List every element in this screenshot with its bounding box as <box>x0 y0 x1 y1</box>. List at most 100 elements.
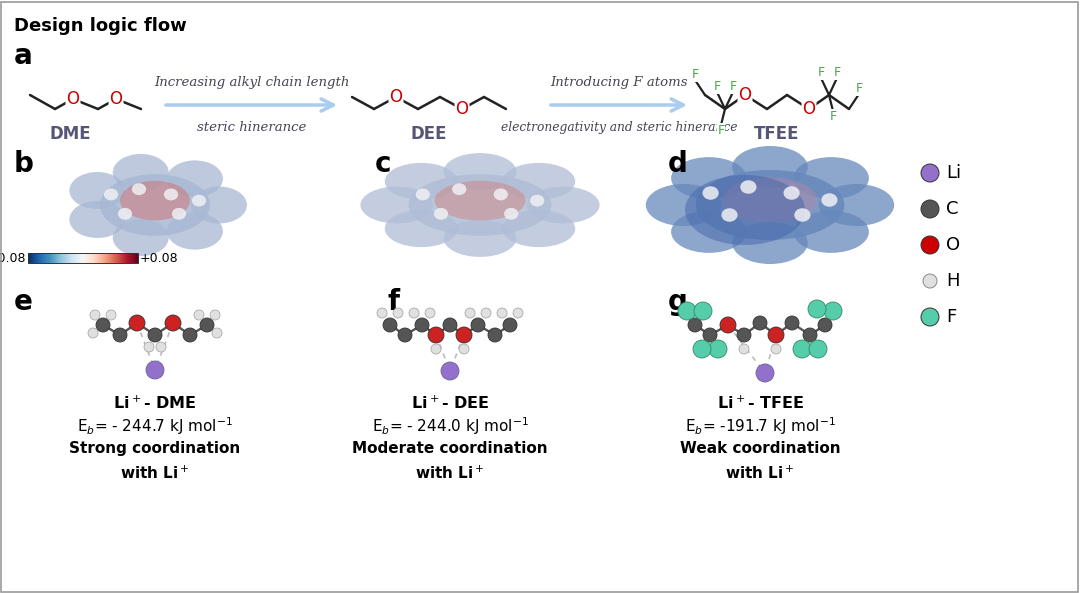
Text: steric hinerance: steric hinerance <box>197 121 307 134</box>
Circle shape <box>87 328 98 338</box>
Text: O: O <box>802 100 815 118</box>
Circle shape <box>443 318 457 332</box>
Text: DEE: DEE <box>410 125 447 143</box>
Circle shape <box>513 308 523 318</box>
Circle shape <box>156 342 166 352</box>
Circle shape <box>459 344 469 354</box>
Circle shape <box>739 344 750 354</box>
Circle shape <box>808 300 826 318</box>
Circle shape <box>793 340 811 358</box>
Ellipse shape <box>723 177 818 222</box>
Text: +0.08: +0.08 <box>140 251 178 264</box>
Ellipse shape <box>821 193 837 207</box>
Text: F: F <box>855 82 863 95</box>
Ellipse shape <box>444 220 516 257</box>
Ellipse shape <box>740 180 756 194</box>
Circle shape <box>212 328 222 338</box>
Text: E$_b$= - 244.0 kJ mol$^{-1}$: E$_b$= - 244.0 kJ mol$^{-1}$ <box>372 415 528 436</box>
Circle shape <box>923 274 937 288</box>
Text: F: F <box>818 66 824 79</box>
Ellipse shape <box>702 186 718 200</box>
Text: F: F <box>717 123 725 136</box>
Circle shape <box>383 318 397 332</box>
Circle shape <box>921 200 939 218</box>
Ellipse shape <box>192 195 206 206</box>
Circle shape <box>113 328 127 342</box>
Text: E$_b$= - 244.7 kJ mol$^{-1}$: E$_b$= - 244.7 kJ mol$^{-1}$ <box>77 415 233 436</box>
Circle shape <box>210 310 220 320</box>
Ellipse shape <box>69 201 125 238</box>
Text: Li: Li <box>946 164 961 182</box>
Circle shape <box>768 327 784 343</box>
Circle shape <box>694 302 712 320</box>
Circle shape <box>106 310 116 320</box>
Circle shape <box>471 318 485 332</box>
Ellipse shape <box>646 184 721 226</box>
Ellipse shape <box>444 153 516 190</box>
Text: O: O <box>390 88 403 106</box>
Circle shape <box>688 318 702 332</box>
Circle shape <box>165 315 181 331</box>
Circle shape <box>129 315 145 331</box>
Text: Increasing alkyl chain length: Increasing alkyl chain length <box>153 76 349 89</box>
Text: d: d <box>669 150 688 178</box>
Ellipse shape <box>408 174 552 236</box>
Circle shape <box>456 327 472 343</box>
Circle shape <box>96 318 110 332</box>
Ellipse shape <box>112 219 168 256</box>
Ellipse shape <box>164 189 178 200</box>
Circle shape <box>921 308 939 326</box>
Circle shape <box>708 340 727 358</box>
Text: b: b <box>14 150 33 178</box>
Text: E$_b$= -191.7 kJ mol$^{-1}$: E$_b$= -191.7 kJ mol$^{-1}$ <box>685 415 836 436</box>
Circle shape <box>809 340 827 358</box>
Circle shape <box>703 328 717 342</box>
Text: TFEE: TFEE <box>754 125 800 143</box>
Ellipse shape <box>732 146 808 188</box>
Circle shape <box>804 328 816 342</box>
Ellipse shape <box>191 187 247 224</box>
Text: f: f <box>388 288 400 316</box>
Circle shape <box>771 344 781 354</box>
Ellipse shape <box>434 208 448 220</box>
Ellipse shape <box>172 208 186 220</box>
Text: Moderate coordination
with Li$^+$: Moderate coordination with Li$^+$ <box>352 441 548 482</box>
Circle shape <box>824 302 842 320</box>
Ellipse shape <box>384 163 458 200</box>
Ellipse shape <box>120 181 190 221</box>
Circle shape <box>441 362 459 380</box>
Circle shape <box>756 364 774 382</box>
Ellipse shape <box>132 183 146 195</box>
Text: Strong coordination
with Li$^+$: Strong coordination with Li$^+$ <box>69 441 241 482</box>
Circle shape <box>503 318 517 332</box>
Text: electronegativity and steric hinerance: electronegativity and steric hinerance <box>501 121 738 134</box>
Text: C: C <box>946 200 959 218</box>
Circle shape <box>194 310 204 320</box>
Text: a: a <box>14 42 32 70</box>
Ellipse shape <box>794 208 810 222</box>
Text: F: F <box>834 66 840 79</box>
Ellipse shape <box>721 208 738 222</box>
Text: e: e <box>14 288 32 316</box>
Circle shape <box>818 318 832 332</box>
Text: F: F <box>946 308 956 326</box>
Text: Li$^+$- DME: Li$^+$- DME <box>113 395 197 412</box>
Ellipse shape <box>530 195 544 206</box>
Ellipse shape <box>794 157 869 199</box>
Circle shape <box>399 328 411 342</box>
Circle shape <box>737 328 751 342</box>
Ellipse shape <box>671 157 746 199</box>
Circle shape <box>921 164 939 182</box>
Text: Introducing F atoms: Introducing F atoms <box>550 76 688 89</box>
Text: Li$^+$- DEE: Li$^+$- DEE <box>410 395 489 412</box>
Ellipse shape <box>69 172 125 209</box>
Text: O: O <box>456 100 469 118</box>
Ellipse shape <box>794 211 869 253</box>
Text: F: F <box>829 110 837 123</box>
Ellipse shape <box>100 174 210 236</box>
Ellipse shape <box>819 184 894 226</box>
Text: O: O <box>946 236 960 254</box>
Ellipse shape <box>384 210 458 247</box>
Text: F: F <box>729 81 737 94</box>
Circle shape <box>393 308 403 318</box>
